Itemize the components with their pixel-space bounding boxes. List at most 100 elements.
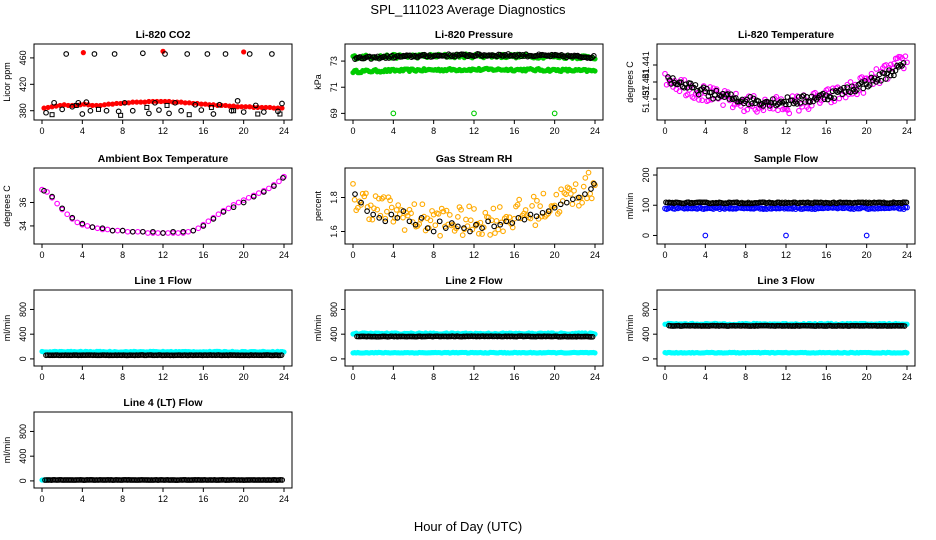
x-tick-label: 12 (469, 372, 479, 382)
data-point (109, 227, 116, 234)
data-point (696, 97, 702, 103)
data-point (532, 222, 539, 229)
data-point (852, 88, 859, 95)
data-point (868, 70, 875, 77)
x-tick-label: 0 (39, 126, 44, 136)
data-point (853, 87, 860, 93)
x-tick-label: 4 (80, 126, 85, 136)
data-point (585, 169, 592, 176)
data-point (358, 199, 364, 206)
data-point (245, 194, 252, 201)
data-point (805, 106, 812, 112)
data-point (84, 223, 91, 229)
data-point (192, 101, 199, 108)
data-point (903, 199, 910, 206)
data-point (64, 211, 71, 218)
data-point (459, 232, 466, 238)
y-tick-label: 100 (641, 198, 651, 213)
plot-marks (39, 477, 286, 483)
x-tick-label: 20 (239, 494, 249, 504)
data-point (592, 350, 598, 356)
y-tick-label: 1.6 (329, 225, 339, 238)
x-tick-label: 4 (80, 372, 85, 382)
data-point (87, 107, 94, 114)
data-point (437, 232, 443, 239)
data-point (271, 183, 277, 189)
data-point (443, 207, 450, 214)
y-tick-label: 51.441 (641, 68, 651, 96)
data-point (376, 215, 383, 221)
data-point (367, 202, 374, 209)
data-point (354, 204, 361, 211)
data-point (490, 205, 497, 212)
data-point (860, 85, 867, 92)
x-tick-label: 0 (350, 372, 355, 382)
x-tick-label: 0 (39, 250, 44, 260)
data-point (904, 204, 910, 211)
plot-frame (344, 167, 604, 245)
plot-marks (350, 169, 598, 239)
panel-1: Li-820 Pressure kPa 0 4 8 12 16 20 24 69 71 73 (313, 29, 604, 136)
data-point (527, 215, 534, 222)
x-tick-label: 12 (469, 250, 479, 260)
panel-3: Ambient Box Temperature degrees C 0 4 8 12 16 2… (2, 153, 293, 260)
data-point (200, 223, 207, 229)
x-tick-label: 24 (279, 494, 289, 504)
x-tick-label: 16 (198, 126, 208, 136)
data-point (279, 477, 286, 483)
data-point (361, 193, 368, 200)
y-tick-label: 69 (329, 108, 339, 118)
data-point (190, 227, 197, 234)
data-point (515, 215, 522, 221)
data-point (210, 216, 217, 222)
panel-title: Gas Stream RH (436, 153, 512, 165)
x-tick-label: 8 (431, 372, 436, 382)
plot-marks (39, 173, 287, 236)
data-point (184, 51, 191, 57)
x-tick-label: 16 (509, 126, 519, 136)
panel-title: Line 3 Flow (757, 275, 815, 287)
data-point (873, 66, 880, 72)
data-point (172, 99, 178, 106)
data-point (795, 94, 802, 100)
x-tick-label: 20 (862, 126, 872, 136)
data-point (731, 101, 738, 108)
data-point (246, 51, 253, 57)
y-tick-label: 0 (18, 356, 28, 361)
y-axis-label: degrees C (2, 185, 12, 227)
data-point (146, 110, 152, 117)
data-point (534, 197, 540, 204)
data-point (587, 190, 594, 197)
data-point (702, 232, 709, 239)
data-point (430, 228, 437, 235)
data-point (99, 225, 106, 232)
data-point (95, 106, 101, 112)
data-point (279, 105, 285, 111)
y-axis-label: ml/min (625, 315, 635, 342)
data-point (563, 199, 570, 206)
data-point (240, 109, 247, 115)
data-point (440, 208, 447, 215)
data-point (477, 219, 484, 226)
data-point (230, 201, 237, 208)
data-point (83, 99, 90, 105)
x-tick-label: 0 (662, 126, 667, 136)
data-point (43, 109, 49, 116)
x-tick-label: 8 (120, 126, 125, 136)
x-tick-label: 20 (550, 372, 560, 382)
data-point (485, 218, 491, 225)
y-axis-label: percent (313, 190, 323, 221)
data-point (150, 228, 156, 235)
data-point (538, 213, 545, 220)
data-point (129, 107, 136, 114)
data-point (205, 218, 212, 225)
data-point (495, 226, 502, 233)
data-point (868, 74, 875, 81)
data-point (776, 100, 783, 106)
data-point (369, 216, 376, 223)
data-point (145, 230, 151, 236)
data-point (582, 175, 589, 181)
data-point (784, 94, 791, 100)
data-point (842, 94, 849, 101)
data-point (676, 88, 683, 95)
